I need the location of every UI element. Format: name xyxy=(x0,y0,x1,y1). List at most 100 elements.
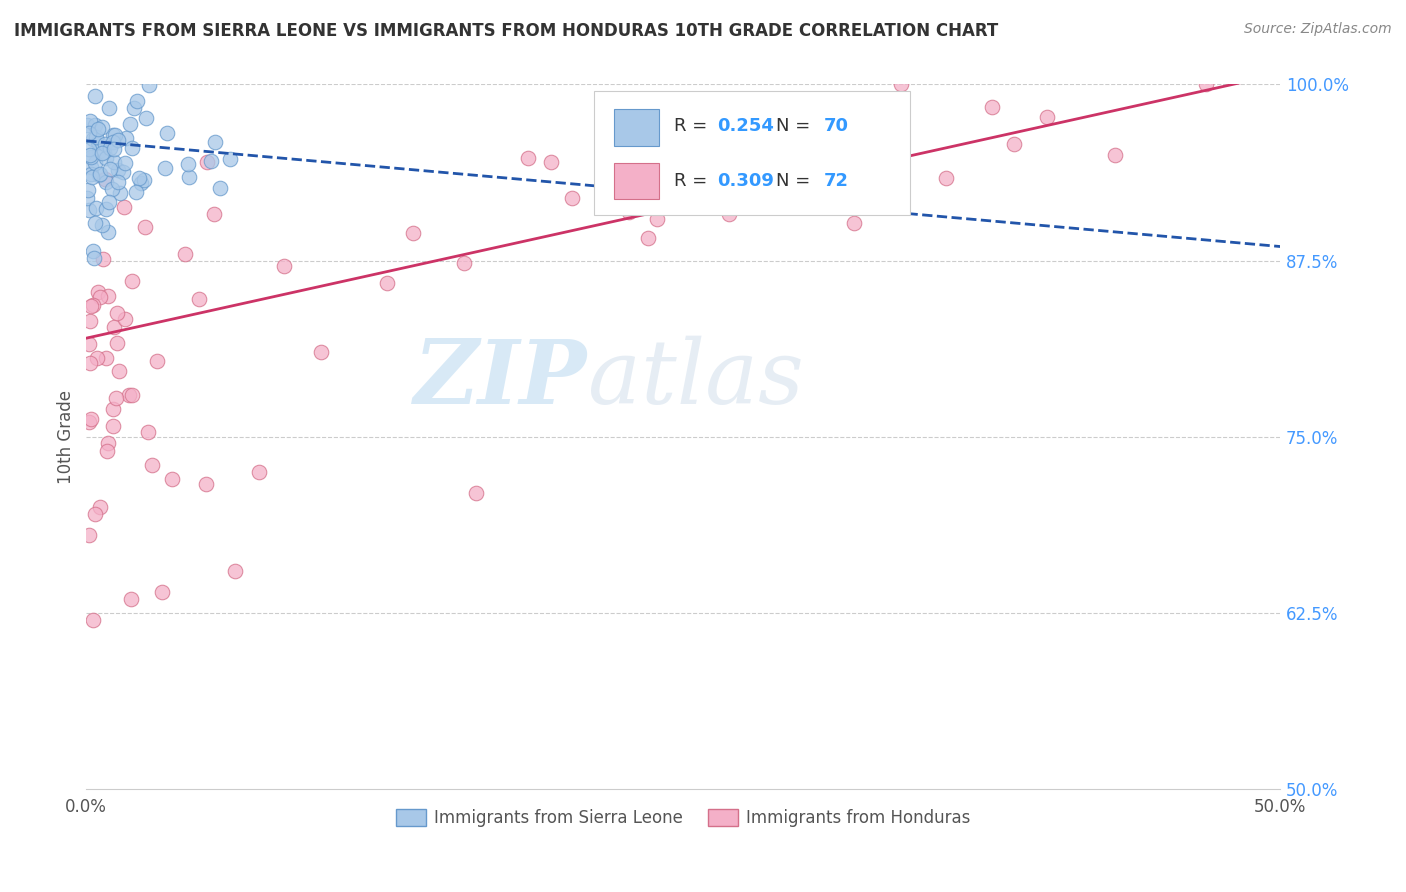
Point xyxy=(94,351,117,366)
Point xyxy=(98,141,121,155)
Point xyxy=(204,136,226,150)
Point xyxy=(654,182,676,196)
Point xyxy=(124,185,146,199)
Point xyxy=(82,132,104,146)
Point xyxy=(717,207,740,221)
Point xyxy=(202,207,225,221)
Y-axis label: 10th Grade: 10th Grade xyxy=(58,390,75,483)
Point xyxy=(114,130,136,145)
Point xyxy=(96,151,118,165)
Text: atlas: atlas xyxy=(588,336,803,423)
Point xyxy=(107,133,129,147)
Point xyxy=(273,260,295,274)
Point xyxy=(402,226,425,240)
Point xyxy=(195,476,218,491)
Point xyxy=(80,167,103,181)
Point xyxy=(94,137,117,152)
Point xyxy=(97,436,120,450)
Point xyxy=(156,126,179,140)
Point xyxy=(77,142,100,156)
Point xyxy=(179,169,201,184)
Point xyxy=(107,336,129,351)
Point xyxy=(465,486,488,500)
Point xyxy=(121,274,143,288)
Point xyxy=(540,155,562,169)
Text: N =: N = xyxy=(776,172,811,190)
Point xyxy=(561,191,583,205)
Text: R =: R = xyxy=(673,172,713,190)
Text: N =: N = xyxy=(776,117,811,135)
Point xyxy=(98,194,121,209)
Point xyxy=(889,78,911,92)
Point xyxy=(96,444,118,458)
Point xyxy=(453,256,475,270)
Point xyxy=(103,128,125,143)
Point xyxy=(128,170,150,185)
Point xyxy=(84,508,107,522)
Point xyxy=(82,169,104,184)
Point xyxy=(76,118,98,132)
Point xyxy=(87,122,110,136)
Point xyxy=(1036,110,1059,124)
Point xyxy=(219,152,242,166)
Point xyxy=(82,244,104,259)
Point xyxy=(79,314,101,328)
Point xyxy=(96,202,118,216)
Point xyxy=(77,203,100,218)
Point xyxy=(91,145,114,160)
Point xyxy=(94,175,117,189)
Point xyxy=(103,319,125,334)
Point xyxy=(136,425,159,440)
Text: 70: 70 xyxy=(824,117,849,135)
Point xyxy=(890,196,912,211)
Point xyxy=(108,364,131,378)
Legend: Immigrants from Sierra Leone, Immigrants from Honduras: Immigrants from Sierra Leone, Immigrants… xyxy=(389,802,977,834)
Point xyxy=(842,216,865,230)
Point xyxy=(114,312,136,326)
Point xyxy=(188,292,211,306)
Point xyxy=(91,120,114,134)
Point xyxy=(153,161,176,176)
Point xyxy=(138,78,160,92)
Point xyxy=(309,345,332,359)
Text: Source: ZipAtlas.com: Source: ZipAtlas.com xyxy=(1244,22,1392,37)
Point xyxy=(89,290,111,304)
Point xyxy=(77,126,100,140)
Point xyxy=(80,411,103,425)
Point xyxy=(160,472,183,486)
Point xyxy=(120,591,142,606)
Point xyxy=(517,151,540,165)
Point xyxy=(141,458,163,472)
Point xyxy=(107,163,129,178)
Point xyxy=(86,135,108,149)
Text: R =: R = xyxy=(673,117,713,135)
Point xyxy=(84,156,107,170)
Point xyxy=(105,306,128,320)
Point xyxy=(79,160,101,174)
Point xyxy=(84,130,107,145)
Point xyxy=(80,298,103,312)
Point xyxy=(1195,78,1218,92)
Point xyxy=(103,402,125,417)
Point xyxy=(118,117,141,131)
Point xyxy=(640,118,662,132)
Point xyxy=(118,387,141,401)
Point xyxy=(121,387,143,401)
FancyBboxPatch shape xyxy=(614,109,659,145)
Point xyxy=(200,153,222,168)
Point xyxy=(208,181,231,195)
Point xyxy=(146,354,169,368)
Point xyxy=(981,100,1004,114)
Point xyxy=(104,391,127,405)
Point xyxy=(637,231,659,245)
Point xyxy=(121,141,143,155)
Point xyxy=(375,277,398,291)
Point xyxy=(87,285,110,300)
Point xyxy=(150,585,173,599)
FancyBboxPatch shape xyxy=(593,92,910,215)
Point xyxy=(79,356,101,370)
Text: 72: 72 xyxy=(824,172,849,190)
Point xyxy=(82,298,104,312)
Point xyxy=(134,220,156,235)
Point xyxy=(83,251,105,265)
